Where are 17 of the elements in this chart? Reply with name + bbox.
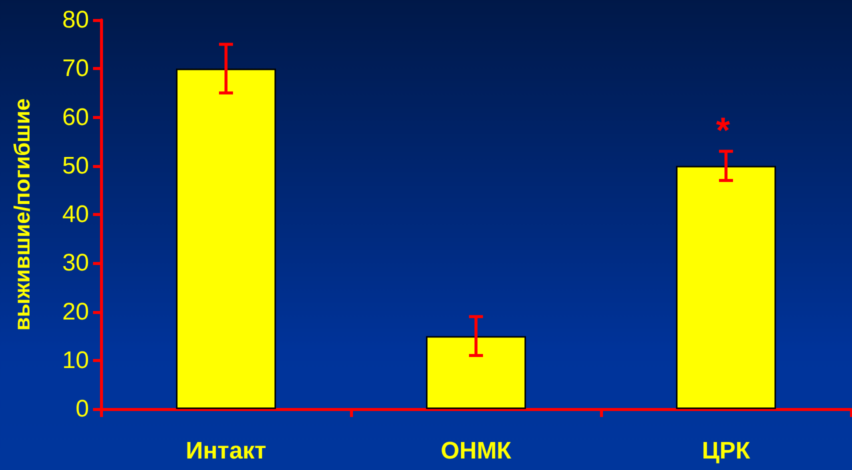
bar [176,68,276,409]
y-tick-label: 10 [62,346,89,374]
bar [426,336,526,409]
x-tick-label: ОНМК [440,438,512,464]
y-tick-label: 20 [62,298,89,326]
y-tick-label: 60 [62,104,89,131]
y-tick-label: 50 [62,152,89,180]
y-tick-label: 70 [62,55,89,82]
y-tick-label: 0 [76,396,89,422]
x-tick-label: ЦРК [702,438,750,464]
y-tick-label: 80 [62,6,89,34]
x-tick-label: Интакт [186,438,267,464]
y-tick-label: 30 [62,250,89,277]
bar [676,166,776,409]
y-axis-title: выжившие/погибшие [10,98,34,331]
annotation: * [716,110,730,150]
y-tick-label: 40 [62,201,89,228]
